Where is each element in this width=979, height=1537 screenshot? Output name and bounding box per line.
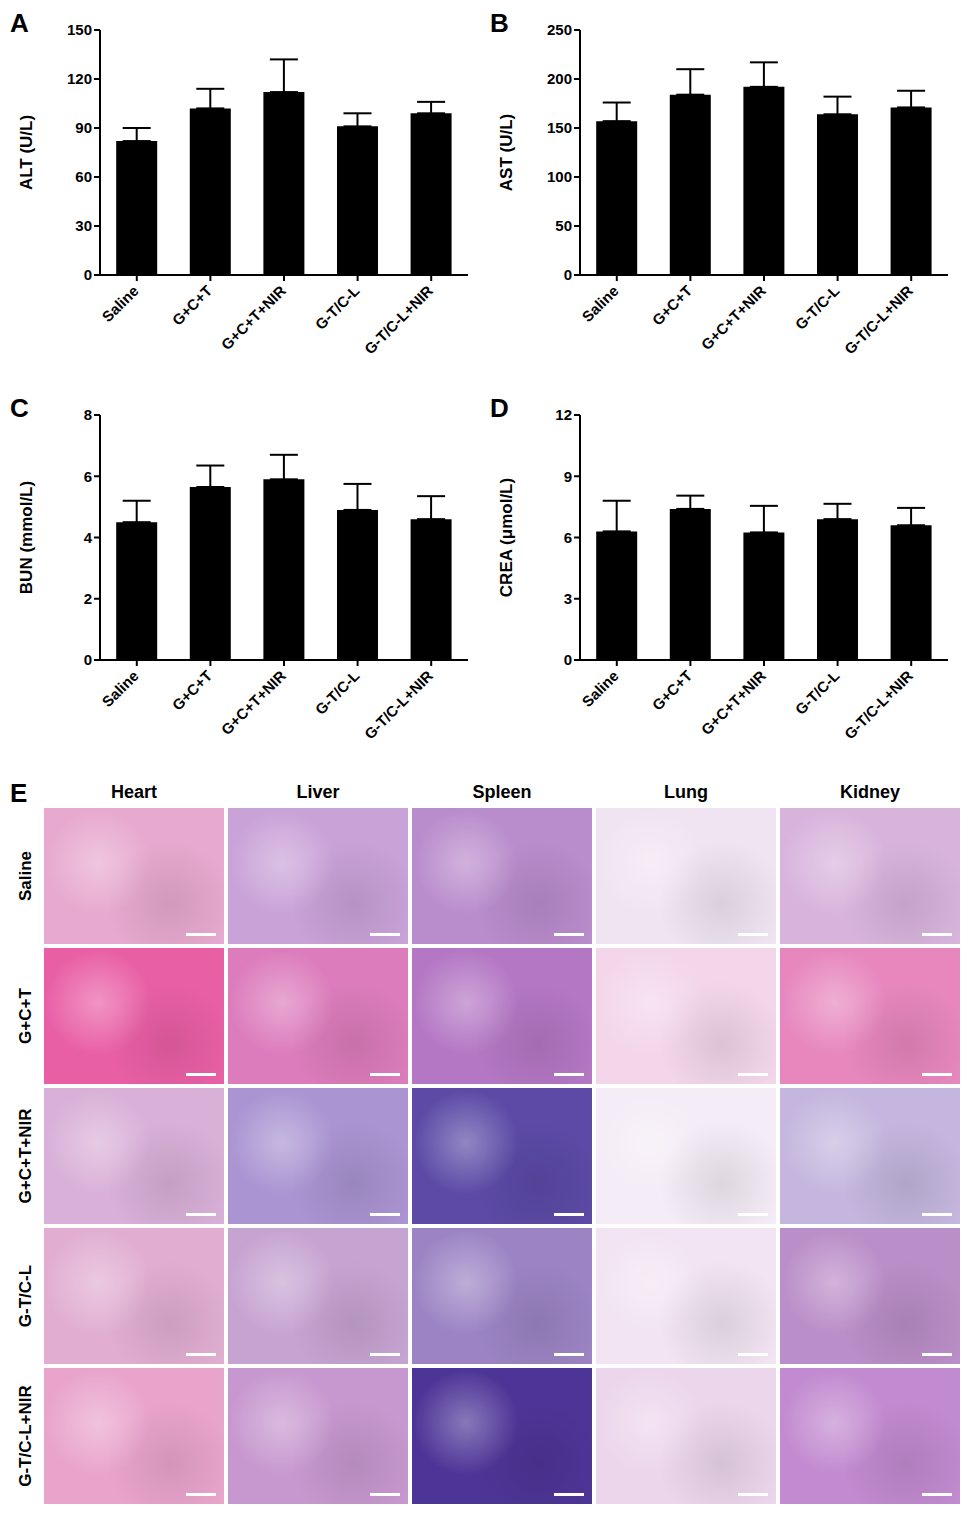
svg-text:3: 3 <box>564 590 572 607</box>
svg-text:0: 0 <box>564 651 572 668</box>
svg-text:100: 100 <box>547 168 572 185</box>
html-text:G+C+T+NIR: G+C+T+NIR <box>16 1108 35 1204</box>
svg-text:G-T/C-L: G-T/C-L <box>312 667 363 718</box>
html-text:A: A <box>10 8 29 38</box>
svg-text:60: 60 <box>75 168 92 185</box>
svg-text:G-T/C-L+NIR: G-T/C-L+NIR <box>361 282 436 357</box>
svg-text:8: 8 <box>84 406 92 423</box>
html-text:G-T/C-L+NIR: G-T/C-L+NIR <box>16 1385 35 1487</box>
svg-text:30: 30 <box>75 217 92 234</box>
svg-text:120: 120 <box>67 70 92 87</box>
html-text:Spleen: Spleen <box>472 782 532 802</box>
svg-text:G-T/C-L+NIR: G-T/C-L+NIR <box>841 282 916 357</box>
svg-text:G+C+T: G+C+T <box>649 667 696 714</box>
svg-text:G+C+T: G+C+T <box>169 282 216 329</box>
svg-text:9: 9 <box>564 468 572 485</box>
svg-text:150: 150 <box>547 119 572 136</box>
svg-text:Saline: Saline <box>98 667 141 710</box>
svg-text:2: 2 <box>84 590 92 607</box>
svg-text:Saline: Saline <box>578 667 621 710</box>
svg-text:BUN (mmol/L): BUN (mmol/L) <box>17 481 36 594</box>
html-text:Kidney: Kidney <box>840 782 900 802</box>
svg-text:0: 0 <box>564 266 572 283</box>
svg-text:G-T/C-L: G-T/C-L <box>792 667 843 718</box>
html-text:B: B <box>490 8 509 38</box>
svg-text:G+C+T+NIR: G+C+T+NIR <box>218 667 289 738</box>
svg-text:AST (U/L): AST (U/L) <box>497 114 516 191</box>
svg-text:G-T/C-L: G-T/C-L <box>312 282 363 333</box>
html-text:C: C <box>10 393 29 423</box>
svg-text:G+C+T+NIR: G+C+T+NIR <box>218 282 289 353</box>
html-text:Lung: Lung <box>664 782 708 802</box>
svg-text:0: 0 <box>84 651 92 668</box>
svg-text:6: 6 <box>84 468 92 485</box>
html-text:E: E <box>10 778 28 808</box>
svg-text:G-T/C-L+NIR: G-T/C-L+NIR <box>841 667 916 742</box>
svg-text:4: 4 <box>84 529 93 546</box>
svg-text:ALT (U/L): ALT (U/L) <box>17 115 36 190</box>
svg-text:90: 90 <box>75 119 92 136</box>
svg-text:G+C+T: G+C+T <box>169 667 216 714</box>
svg-text:0: 0 <box>84 266 92 283</box>
svg-text:150: 150 <box>67 21 92 38</box>
svg-text:12: 12 <box>555 406 572 423</box>
html-text:Liver: Liver <box>296 782 340 802</box>
svg-text:Saline: Saline <box>98 282 141 325</box>
svg-text:Saline: Saline <box>578 282 621 325</box>
html-text:Heart: Heart <box>111 782 157 802</box>
svg-text:G+C+T: G+C+T <box>649 282 696 329</box>
svg-text:G+C+T+NIR: G+C+T+NIR <box>698 282 769 353</box>
html-text:G-T/C-L: G-T/C-L <box>16 1264 35 1328</box>
svg-text:200: 200 <box>547 70 572 87</box>
svg-text:G-T/C-L: G-T/C-L <box>792 282 843 333</box>
html-text:D: D <box>490 393 509 423</box>
svg-text:G-T/C-L+NIR: G-T/C-L+NIR <box>361 667 436 742</box>
html-text:G+C+T: G+C+T <box>16 988 35 1044</box>
svg-text:G+C+T+NIR: G+C+T+NIR <box>698 667 769 738</box>
svg-text:50: 50 <box>555 217 572 234</box>
svg-text:CREA (μmol/L): CREA (μmol/L) <box>497 478 516 597</box>
svg-text:250: 250 <box>547 21 572 38</box>
html-text:Saline: Saline <box>16 851 35 901</box>
svg-text:6: 6 <box>564 529 572 546</box>
